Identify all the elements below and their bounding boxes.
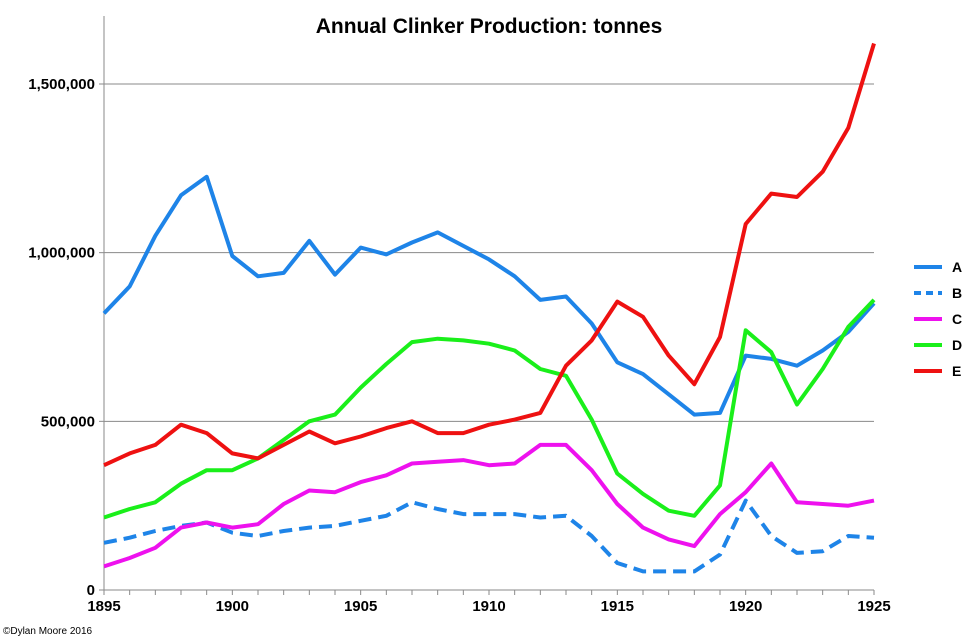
series-line-E xyxy=(103,42,876,468)
x-tick-label-6: 1925 xyxy=(857,598,890,615)
x-tick-label-0: 1895 xyxy=(87,598,120,615)
y-tick-label-3: 1,500,000 xyxy=(28,76,95,93)
legend-label-C: C xyxy=(952,311,962,327)
x-tick-label-4: 1915 xyxy=(601,598,634,615)
x-tick-label-5: 1920 xyxy=(729,598,762,615)
series-line-C xyxy=(103,442,875,569)
series-line-D xyxy=(103,298,876,520)
x-tick-label-2: 1905 xyxy=(344,598,377,615)
legend-label-E: E xyxy=(952,363,961,379)
x-axis-ticks: 1895 1900 1905 1910 1915 1920 1925 xyxy=(87,590,891,615)
legend-label-B: B xyxy=(952,285,962,301)
y-axis-ticks: 0 500,000 1,000,000 1,500,000 xyxy=(28,76,104,599)
y-tick-label-2: 1,000,000 xyxy=(28,245,95,262)
y-tick-label-1: 500,000 xyxy=(41,413,95,430)
y-tick-label-0: 0 xyxy=(87,582,95,599)
series-line-B xyxy=(103,498,875,574)
x-tick-label-3: 1910 xyxy=(472,598,505,615)
x-tick-label-1: 1900 xyxy=(216,598,249,615)
series-line-A xyxy=(102,174,876,417)
chart-title: Annual Clinker Production: tonnes xyxy=(316,15,663,38)
series-lines xyxy=(102,42,876,574)
legend-label-A: A xyxy=(952,259,962,275)
credit-text: ©Dylan Moore 2016 xyxy=(3,626,93,637)
legend-label-D: D xyxy=(952,337,962,353)
